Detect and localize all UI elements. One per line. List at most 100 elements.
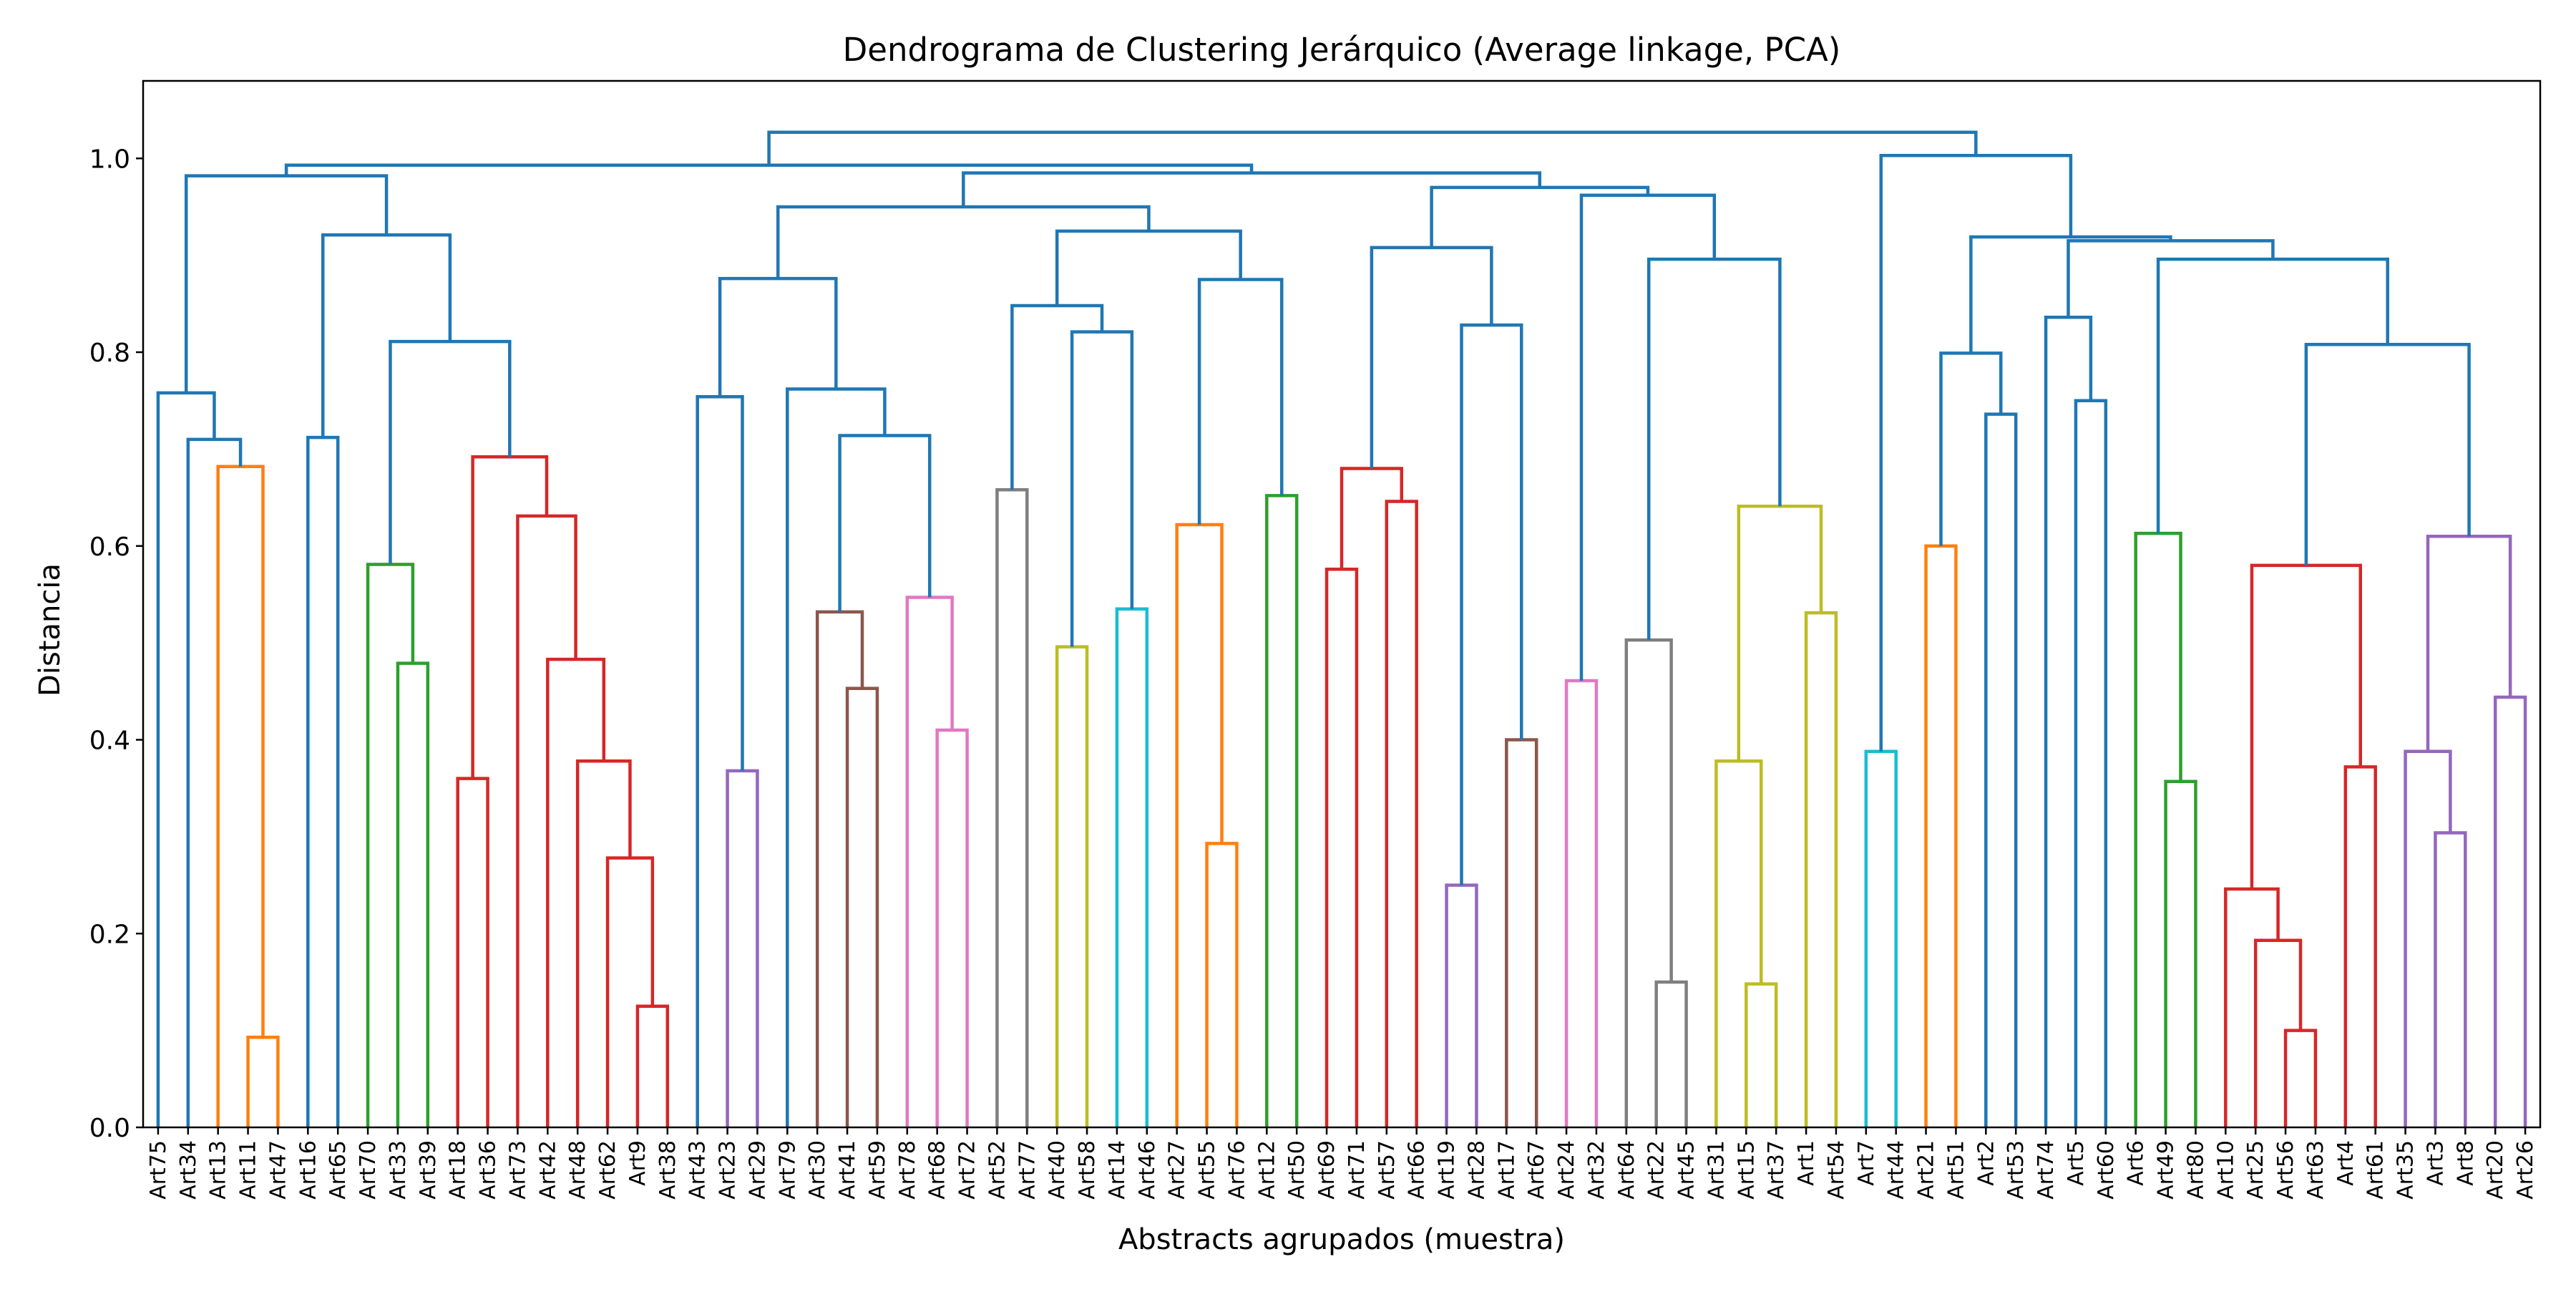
leaf-label: Art65 (326, 1140, 351, 1200)
leaf-label: Art1 (1794, 1140, 1819, 1186)
y-tick-label: 0.4 (89, 727, 130, 756)
dendrogram-link-L14 (815, 610, 864, 1127)
leaf-label: Art71 (1345, 1140, 1370, 1200)
plot-frame (142, 79, 2542, 1129)
leaf-label: Art45 (1674, 1140, 1699, 1200)
leaf-label: Art72 (955, 1140, 980, 1200)
y-tick-label: 1.0 (89, 145, 130, 174)
leaf-label: Art5 (2064, 1140, 2089, 1186)
leaf-label: Art37 (1764, 1140, 1789, 1200)
leaf-label: Art24 (1554, 1140, 1579, 1200)
dendrogram-link-L51 (306, 435, 340, 1127)
leaf-label: Art36 (476, 1140, 501, 1200)
leaf-label: Art53 (2004, 1140, 2029, 1200)
leaf-label: Art73 (505, 1140, 530, 1200)
leaf-label: Art20 (2483, 1140, 2508, 1200)
dendrogram-link-L40 (2253, 938, 2303, 1127)
leaf-label: Art42 (535, 1140, 560, 1200)
dendrogram-link-L25 (1340, 467, 1403, 570)
leaf-label: Art51 (1943, 1140, 1968, 1200)
leaf-label: Art30 (805, 1140, 830, 1200)
y-axis-ticks: 0.0 0.2 0.4 0.6 0.8 1.0 (89, 145, 143, 1143)
leaf-label: Art66 (1405, 1140, 1430, 1200)
leaf-label: Art74 (2034, 1140, 2059, 1200)
leaf-label: Art70 (356, 1140, 381, 1200)
leaf-label: Art8 (2453, 1140, 2478, 1186)
leaf-label: Art62 (595, 1140, 620, 1200)
leaf-label: Art49 (2154, 1140, 2179, 1200)
leaf-label: Art47 (265, 1140, 291, 1200)
dendrogram-link-L23 (1324, 568, 1359, 1127)
leaf-label: Art67 (1524, 1140, 1549, 1200)
dendrogram-link-L27 (1505, 738, 1538, 1127)
leaf-label: Art15 (1734, 1140, 1759, 1200)
leaf-label: Art76 (1224, 1140, 1249, 1200)
leaf-label: Art68 (925, 1140, 950, 1200)
leaf-label: Art52 (985, 1140, 1010, 1200)
dendrogram-link-L43 (2250, 563, 2362, 889)
leaf-label: Art56 (2273, 1140, 2298, 1200)
leaf-label: Art57 (1375, 1140, 1400, 1200)
leaf-label: Art79 (775, 1140, 800, 1200)
dendrogram-link-L79 (767, 130, 1978, 165)
y-axis-label: Distancia (34, 563, 67, 696)
leaf-label: Art25 (2243, 1140, 2268, 1200)
leaf-label: Art48 (565, 1140, 590, 1200)
leaf-label: Art59 (865, 1140, 890, 1200)
leaf-label: Art44 (1884, 1140, 1909, 1200)
dendrogram-link-L28 (1564, 679, 1599, 1127)
dendrogram-link-L52 (321, 233, 452, 438)
leaf-label: Art6 (2124, 1140, 2149, 1186)
leaf-label: Art16 (296, 1140, 321, 1200)
leaf-label: Art18 (446, 1140, 471, 1200)
leaf-label: Art12 (1254, 1140, 1279, 1200)
chart-title: Dendrograma de Clustering Jerárquico (Av… (843, 31, 1841, 69)
dendrogram-link-L38 (2134, 531, 2182, 1127)
y-tick-label: 0.8 (89, 339, 130, 368)
leaf-label: Art4 (2333, 1140, 2358, 1186)
leaf-label: Art38 (655, 1140, 680, 1200)
leaf-label: Art3 (2423, 1140, 2448, 1186)
leaf-label: Art34 (176, 1140, 201, 1200)
dendrogram-link-L10 (456, 777, 489, 1127)
dendrogram-link-L71 (1939, 351, 2003, 546)
leaf-label: Art40 (1045, 1140, 1070, 1200)
leaf-label: Art9 (625, 1140, 650, 1186)
dendrogram-link-L1 (246, 1035, 280, 1127)
leaf-label: Art29 (745, 1140, 770, 1200)
leaf-label: Art39 (416, 1140, 441, 1200)
y-tick-label: 0.6 (89, 533, 130, 562)
leaf-label: Art63 (2303, 1140, 2328, 1200)
leaf-label: Art17 (1494, 1140, 1519, 1200)
dendrogram-link-L12 (726, 769, 759, 1127)
dendrogram-link-L17 (995, 488, 1029, 1127)
dendrogram-link-L57 (718, 276, 838, 397)
dendrogram-links (156, 130, 2527, 1127)
leaf-label: Art43 (686, 1140, 711, 1200)
dendrogram-link-L39 (2283, 1029, 2318, 1127)
leaf-label: Art19 (1435, 1140, 1460, 1200)
dendrogram-link-L36 (1924, 544, 1958, 1127)
dendrogram-link-L55 (838, 434, 932, 612)
dendrogram-link-L3 (396, 661, 430, 1127)
leaf-label: Art7 (1854, 1140, 1879, 1186)
leaf-label: Art22 (1644, 1140, 1669, 1200)
dendrogram-link-L68 (962, 171, 1542, 207)
leaf-label: Art46 (1135, 1140, 1160, 1200)
y-tick-label: 0.0 (89, 1114, 130, 1143)
dendrogram-link-L56 (786, 387, 887, 1127)
leaf-label: Art10 (2213, 1140, 2238, 1200)
leaf-label: Art11 (236, 1140, 261, 1200)
leaf-label: Art2 (1974, 1140, 1999, 1186)
dendrogram-link-L46 (2493, 695, 2527, 1127)
leaf-label: Art31 (1704, 1140, 1729, 1200)
dendrogram-link-L53 (184, 174, 389, 393)
leaf-label: Art33 (386, 1140, 411, 1200)
leaf-label: Art75 (146, 1140, 171, 1200)
leaf-label: Art23 (716, 1140, 741, 1200)
dendrogram-link-L37 (2164, 779, 2197, 1127)
leaf-label: Art41 (835, 1140, 860, 1200)
dendrogram-link-L49 (156, 391, 216, 1127)
